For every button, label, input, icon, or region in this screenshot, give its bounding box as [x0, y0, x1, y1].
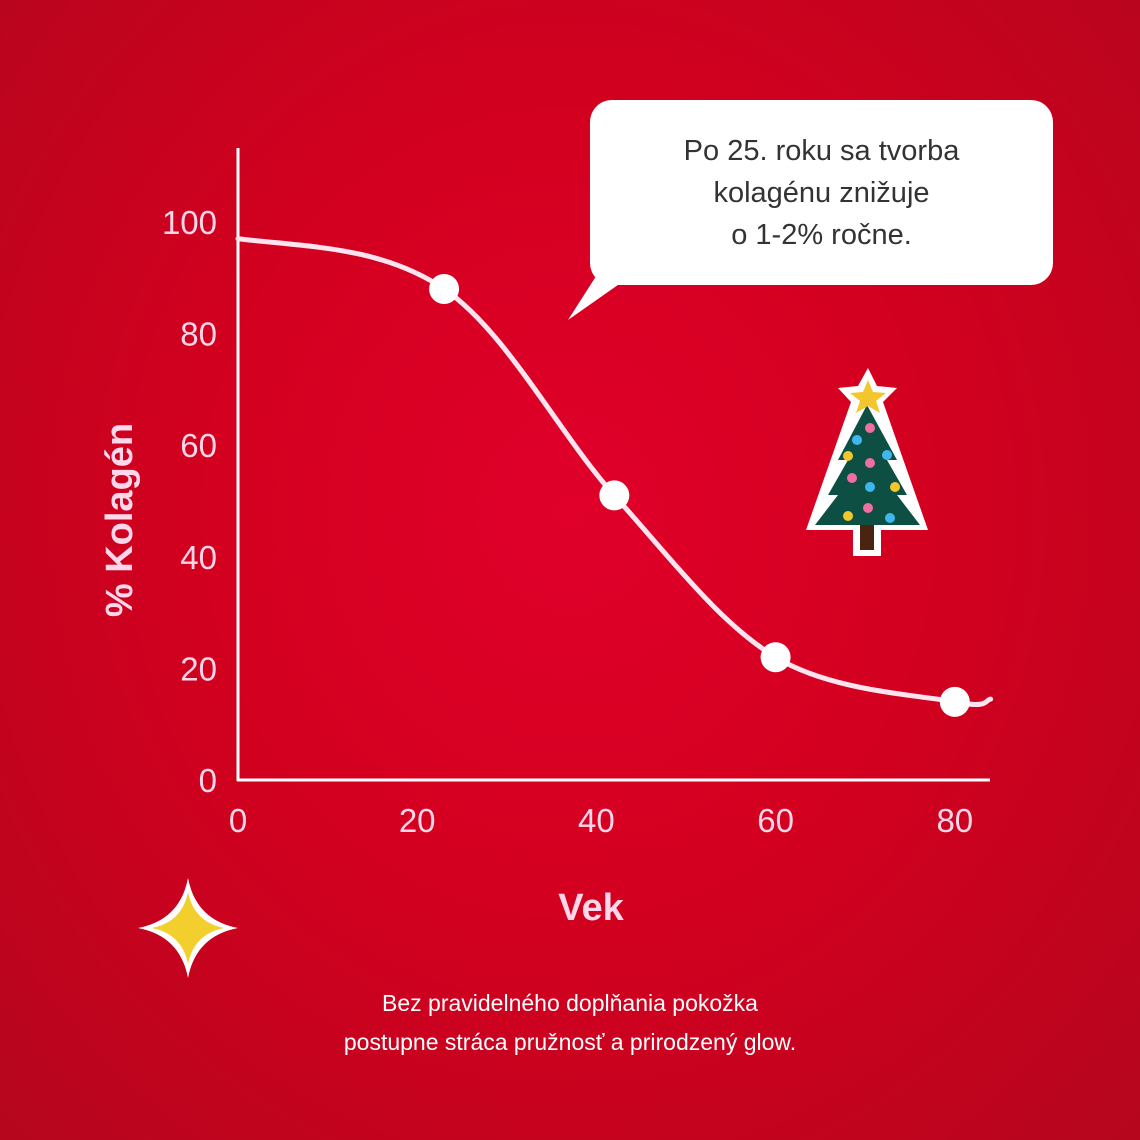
data-point: [939, 686, 970, 717]
data-point: [760, 642, 791, 673]
sparkle-icon: [138, 878, 238, 978]
x-tick-label: 40: [578, 802, 615, 839]
y-tick-label: 40: [180, 539, 217, 576]
y-tick-label: 80: [180, 316, 217, 353]
christmas-tree-icon: [806, 368, 928, 556]
caption: Bez pravidelného doplňania pokožka postu…: [0, 984, 1140, 1062]
collagen-curve: [235, 236, 994, 707]
y-tick-label: 60: [180, 427, 217, 464]
x-tick-label: 20: [399, 802, 436, 839]
callout-line: o 1-2% ročne.: [731, 218, 912, 251]
caption-line: postupne stráca pružnosť a prirodzený gl…: [343, 1029, 797, 1055]
x-tick-label: 80: [936, 802, 973, 839]
y-tick-label: 0: [199, 762, 217, 799]
callout-line: kolagénu znižuje: [713, 176, 930, 209]
callout-line: Po 25. roku sa tvorba: [683, 134, 960, 167]
caption-line: Bez pravidelného doplňania pokožka: [382, 990, 758, 1016]
data-point: [599, 480, 630, 511]
x-tick-label: 0: [229, 802, 247, 839]
callout-bubble: Po 25. roku sa tvorba kolagénu znižuje o…: [590, 100, 1053, 285]
data-point: [429, 273, 460, 304]
y-tick-label: 100: [162, 204, 217, 241]
y-axis-label: % Kolagén: [99, 423, 141, 617]
y-tick-label: 20: [180, 650, 217, 687]
x-axis-label: Vek: [558, 887, 624, 929]
x-tick-label: 60: [757, 802, 794, 839]
